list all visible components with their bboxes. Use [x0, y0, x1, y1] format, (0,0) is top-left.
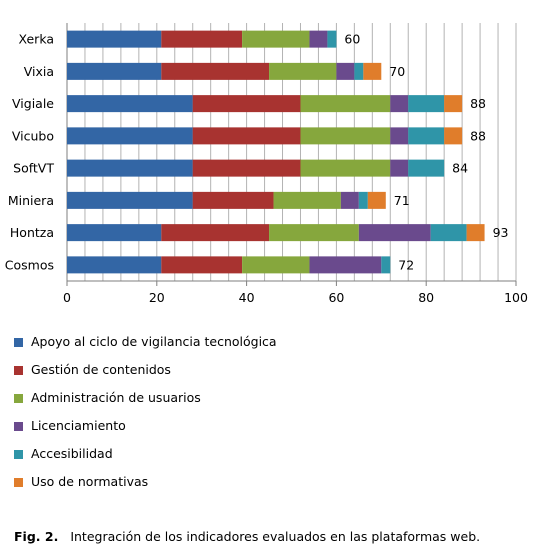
total-label: 88: [470, 96, 486, 111]
legend-item-normativas: Uso de normativas: [14, 468, 434, 496]
legend-label-gestion: Gestión de contenidos: [31, 361, 171, 377]
bar-segment: [430, 224, 467, 242]
bar-segment: [161, 30, 243, 48]
total-label: 88: [470, 128, 486, 143]
bar-segment: [327, 30, 337, 48]
bar-segment: [161, 62, 270, 80]
bar-segment: [269, 224, 359, 242]
category-label: Hontza: [10, 225, 54, 240]
x-tick-label: 80: [418, 290, 434, 305]
bar-segment: [358, 224, 431, 242]
bar-segment: [67, 224, 162, 242]
bar-segment: [67, 95, 193, 113]
bar-segment: [390, 95, 409, 113]
bar-segment: [358, 191, 368, 209]
legend-item-administracion: Administración de usuarios: [14, 384, 434, 412]
total-label: 84: [452, 161, 468, 176]
x-tick-label: 20: [149, 290, 165, 305]
x-tick-label: 60: [328, 290, 344, 305]
legend-item-gestion: Gestión de contenidos: [14, 356, 434, 384]
bar-segment: [363, 62, 382, 80]
legend-label-licenciamiento: Licenciamiento: [31, 417, 126, 433]
bar-segment: [390, 159, 409, 177]
bar-segment: [300, 95, 391, 113]
bar-segment: [336, 62, 355, 80]
bar-segment: [67, 191, 193, 209]
bar-segment: [67, 127, 193, 145]
bar-segment: [408, 127, 445, 145]
category-label: Miniera: [8, 193, 54, 208]
category-label: Vigiale: [12, 96, 54, 111]
bar-segment: [309, 30, 328, 48]
legend-swatch-normativas: [14, 477, 23, 487]
bar-segment: [242, 30, 310, 48]
bar-segment: [444, 127, 463, 145]
bar-segment: [269, 62, 337, 80]
total-label: 71: [394, 193, 410, 208]
legend: Apoyo al ciclo de vigilancia tecnológica…: [14, 328, 434, 496]
caption-text: Integración de los indicadores evaluados…: [70, 529, 481, 544]
bar-segment: [408, 95, 445, 113]
x-tick-label: 40: [239, 290, 255, 305]
stacked-bar-chart: 0 20 40 60 80 100 Xerka 60 Vixia 70 Vigiale 88 Vicub…: [5, 23, 528, 305]
legend-swatch-apoyo: [14, 337, 23, 347]
category-label: Vixia: [24, 64, 54, 79]
bar-segment: [381, 256, 391, 274]
total-label: 70: [389, 64, 405, 79]
bar-segment: [466, 224, 485, 242]
bar-segment: [192, 127, 301, 145]
legend-label-normativas: Uso de normativas: [31, 473, 149, 489]
legend-swatch-licenciamiento: [14, 421, 23, 431]
category-label: Xerka: [18, 32, 54, 47]
legend-label-accesibilidad: Accesibilidad: [31, 445, 113, 461]
bar-segment: [309, 256, 382, 274]
bar-segment: [161, 256, 243, 274]
x-tick-label: 100: [504, 290, 528, 305]
bar-segment: [354, 62, 364, 80]
legend-item-apoyo: Apoyo al ciclo de vigilancia tecnológica: [14, 328, 434, 356]
legend-label-administracion: Administración de usuarios: [31, 389, 201, 405]
x-tick-label: 0: [63, 290, 71, 305]
legend-item-accesibilidad: Accesibilidad: [14, 440, 434, 468]
bar-segment: [192, 95, 301, 113]
category-label: SoftVT: [13, 161, 54, 176]
bar-segment: [444, 95, 463, 113]
bar-segment: [192, 191, 274, 209]
legend-swatch-gestion: [14, 365, 23, 375]
bar-segment: [242, 256, 310, 274]
bar-segment: [273, 191, 341, 209]
legend-item-licenciamiento: Licenciamiento: [14, 412, 434, 440]
total-label: 72: [398, 257, 414, 272]
total-label: 60: [344, 32, 360, 47]
caption-label: Fig. 2.: [14, 529, 59, 544]
category-label: Vicubo: [12, 128, 54, 143]
bar-segment: [300, 159, 391, 177]
figure-caption: Fig. 2. Integración de los indicadores e…: [14, 529, 480, 544]
total-label: 93: [493, 225, 509, 240]
bar-segment: [67, 159, 193, 177]
bar-segment: [408, 159, 445, 177]
bar-segment: [67, 62, 162, 80]
bar-segment: [390, 127, 409, 145]
bar-segment: [161, 224, 270, 242]
bar-segment: [67, 30, 162, 48]
legend-swatch-administracion: [14, 393, 23, 403]
bar-segment: [340, 191, 359, 209]
legend-label-apoyo: Apoyo al ciclo de vigilancia tecnológica: [31, 333, 277, 349]
bar-segment: [367, 191, 386, 209]
bar-segment: [300, 127, 391, 145]
bar-segment: [67, 256, 162, 274]
legend-swatch-accesibilidad: [14, 449, 23, 459]
bar-segment: [192, 159, 301, 177]
category-label: Cosmos: [5, 257, 54, 272]
